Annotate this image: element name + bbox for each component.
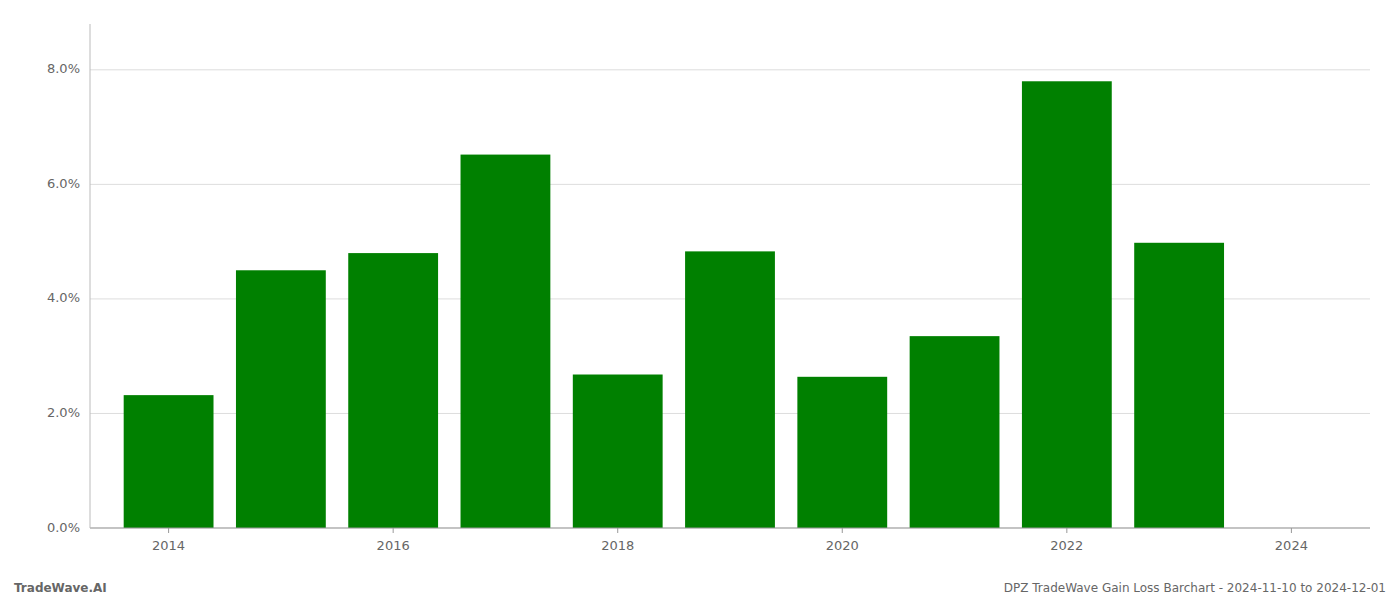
x-tick-label: 2020 xyxy=(826,538,859,553)
x-axis-line xyxy=(90,528,1370,529)
y-tick-label: 6.0% xyxy=(47,176,80,191)
x-tick-label: 2016 xyxy=(377,538,410,553)
footer-right: DPZ TradeWave Gain Loss Barchart - 2024-… xyxy=(1004,581,1386,595)
bar xyxy=(1134,243,1224,528)
grid-line xyxy=(90,69,1370,70)
y-axis-line xyxy=(90,24,91,528)
x-tick xyxy=(1066,528,1067,533)
x-tick xyxy=(393,528,394,533)
bar xyxy=(685,251,775,528)
x-axis: 2014 2016 2018 2020 2022 2024 xyxy=(152,528,1308,553)
bar xyxy=(797,377,887,528)
x-tick-label: 2018 xyxy=(601,538,634,553)
bar xyxy=(1022,81,1112,528)
chart: 0.0% 2.0% 4.0% 6.0% 8.0% 2014 2016 2018 2020 2022… xyxy=(0,0,1400,600)
y-axis: 0.0% 2.0% 4.0% 6.0% 8.0% xyxy=(47,61,80,534)
page: {"chart_data": {"type": "bar", "x": [201… xyxy=(0,0,1400,600)
x-tick-label: 2024 xyxy=(1275,538,1308,553)
bar xyxy=(461,155,551,528)
x-tick-label: 2022 xyxy=(1050,538,1083,553)
y-tick-label: 0.0% xyxy=(47,520,80,535)
bar xyxy=(124,395,214,528)
y-tick-label: 2.0% xyxy=(47,405,80,420)
x-tick-label: 2014 xyxy=(152,538,185,553)
y-tick-label: 4.0% xyxy=(47,290,80,305)
grid-line xyxy=(90,528,1370,529)
footer-left: TradeWave.AI xyxy=(14,581,107,595)
x-tick xyxy=(617,528,618,533)
bars xyxy=(124,81,1224,528)
x-tick xyxy=(1291,528,1292,533)
grid-line xyxy=(90,184,1370,185)
x-tick xyxy=(168,528,169,533)
x-tick xyxy=(842,528,843,533)
y-tick-label: 8.0% xyxy=(47,61,80,76)
bar xyxy=(573,375,663,528)
bar xyxy=(348,253,438,528)
bar xyxy=(236,270,326,528)
bar xyxy=(910,336,1000,528)
y-grid xyxy=(90,70,1370,528)
